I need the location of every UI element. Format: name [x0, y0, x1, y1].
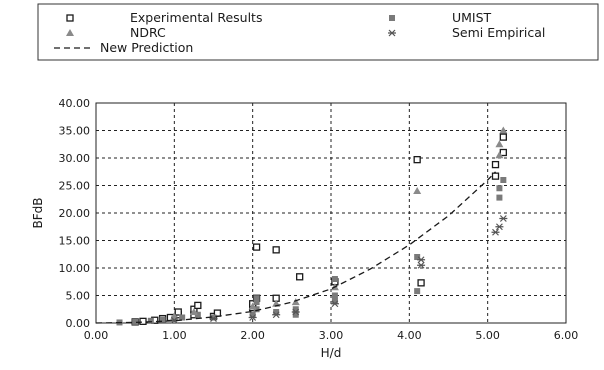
point-umist: [496, 194, 503, 201]
point-semi-empirical: [495, 223, 504, 231]
legend-entry-ndrc: NDRC: [66, 25, 166, 40]
x-tick-label: 4.00: [397, 329, 422, 342]
plot-area: 0.00 1.00 2.00 3.00 4.00 5.00 6.00 0.00 5.00 10.…: [59, 97, 579, 342]
legend-entry-semi-empirical: Semi Empirical: [388, 25, 545, 40]
point-umist: [331, 292, 338, 299]
point-experimental-results: [272, 246, 280, 254]
x-axis-ticks: 0.00 1.00 2.00 3.00 4.00 5.00 6.00: [84, 329, 579, 342]
line-new-prediction: [95, 171, 496, 324]
point-experimental-results: [499, 148, 507, 157]
point-experimental-results: [491, 160, 500, 169]
point-experimental-results: [194, 301, 202, 310]
x-tick-label: 1.00: [162, 329, 187, 342]
point-semi-empirical: [291, 308, 300, 316]
point-ndrc: [495, 151, 504, 159]
y-axis-ticks: 0.00 5.00 10.00 15.00 20.00 25.00 30.00 35.00 40…: [59, 97, 91, 330]
point-ndrc: [499, 126, 508, 134]
point-umist: [179, 314, 186, 321]
point-umist: [414, 288, 421, 295]
y-tick-label: 20.00: [59, 207, 91, 220]
x-tick-label: 2.00: [240, 329, 265, 342]
point-semi-empirical: [417, 256, 426, 264]
point-umist: [253, 295, 260, 302]
point-umist: [414, 254, 421, 260]
point-umist: [496, 185, 503, 192]
legend-box: [37, 3, 599, 61]
point-semi-empirical: [330, 300, 339, 308]
point-semi-empirical: [272, 311, 281, 319]
legend-entry-umist: UMIST: [389, 10, 492, 25]
legend: Experimental Results UMIST NDRC Semi Empiri…: [37, 3, 599, 61]
point-umist: [292, 306, 299, 313]
y-tick-label: 15.00: [59, 235, 91, 248]
point-semi-empirical: [499, 215, 508, 222]
point-umist: [253, 299, 260, 306]
legend-label-semi-empirical: Semi Empirical: [452, 25, 545, 40]
point-umist: [331, 276, 338, 282]
point-umist: [132, 318, 139, 325]
point-umist: [500, 177, 507, 183]
point-semi-empirical: [248, 314, 257, 321]
y-tick-label: 30.00: [59, 152, 91, 165]
point-semi-empirical: [417, 261, 426, 269]
x-tick-label: 5.00: [475, 329, 500, 342]
y-tick-label: 5.00: [66, 290, 91, 303]
legend-label-umist: UMIST: [452, 10, 492, 25]
point-experimental-results: [296, 273, 304, 281]
y-tick-label: 0.00: [66, 317, 91, 330]
point-umist: [194, 311, 201, 318]
point-experimental-results: [491, 172, 500, 180]
point-semi-empirical: [491, 228, 500, 236]
point-experimental-results: [174, 308, 182, 316]
point-ndrc: [291, 298, 300, 306]
point-umist: [210, 314, 217, 321]
y-tick-label: 35.00: [59, 125, 91, 138]
legend-label-new-prediction: New Prediction: [100, 40, 193, 55]
legend-entry-new-prediction: New Prediction: [54, 40, 193, 55]
y-tick-label: 25.00: [59, 180, 91, 193]
point-umist: [249, 311, 256, 318]
y-tick-label: 40.00: [59, 97, 91, 110]
x-tick-label: 6.00: [554, 329, 579, 342]
series-new-prediction: [95, 171, 496, 324]
legend-swatch-umist: [389, 15, 395, 21]
x-tick-label: 0.00: [84, 329, 109, 342]
point-experimental-results: [252, 243, 261, 251]
point-experimental-results: [499, 133, 507, 141]
point-experimental-results: [139, 317, 147, 326]
point-ndrc: [495, 140, 504, 148]
point-umist: [253, 306, 260, 313]
legend-swatch-experimental-results: [66, 14, 74, 22]
point-umist: [331, 298, 338, 304]
legend-label-experimental-results: Experimental Results: [130, 10, 262, 25]
point-umist: [292, 311, 299, 318]
gridlines: [96, 103, 566, 323]
legend-swatch-semi-empirical: [388, 29, 396, 37]
x-tick-label: 3.00: [319, 329, 344, 342]
x-axis-title: H/d: [321, 346, 342, 360]
point-ndrc: [189, 308, 198, 315]
legend-swatch-ndrc: [66, 29, 74, 36]
series-layer: [95, 126, 508, 326]
point-umist: [273, 309, 280, 315]
y-tick-label: 10.00: [59, 262, 91, 275]
point-ndrc: [413, 187, 422, 194]
point-experimental-results: [413, 155, 421, 164]
y-axis-title: BFdB: [31, 198, 45, 229]
legend-entry-experimental-results: Experimental Results: [66, 10, 262, 25]
point-umist: [159, 316, 166, 323]
series-semi-empirical: [170, 215, 508, 324]
legend-label-ndrc: NDRC: [130, 25, 166, 40]
point-experimental-results: [417, 279, 425, 287]
point-ndrc: [248, 302, 257, 310]
point-umist: [147, 317, 154, 324]
